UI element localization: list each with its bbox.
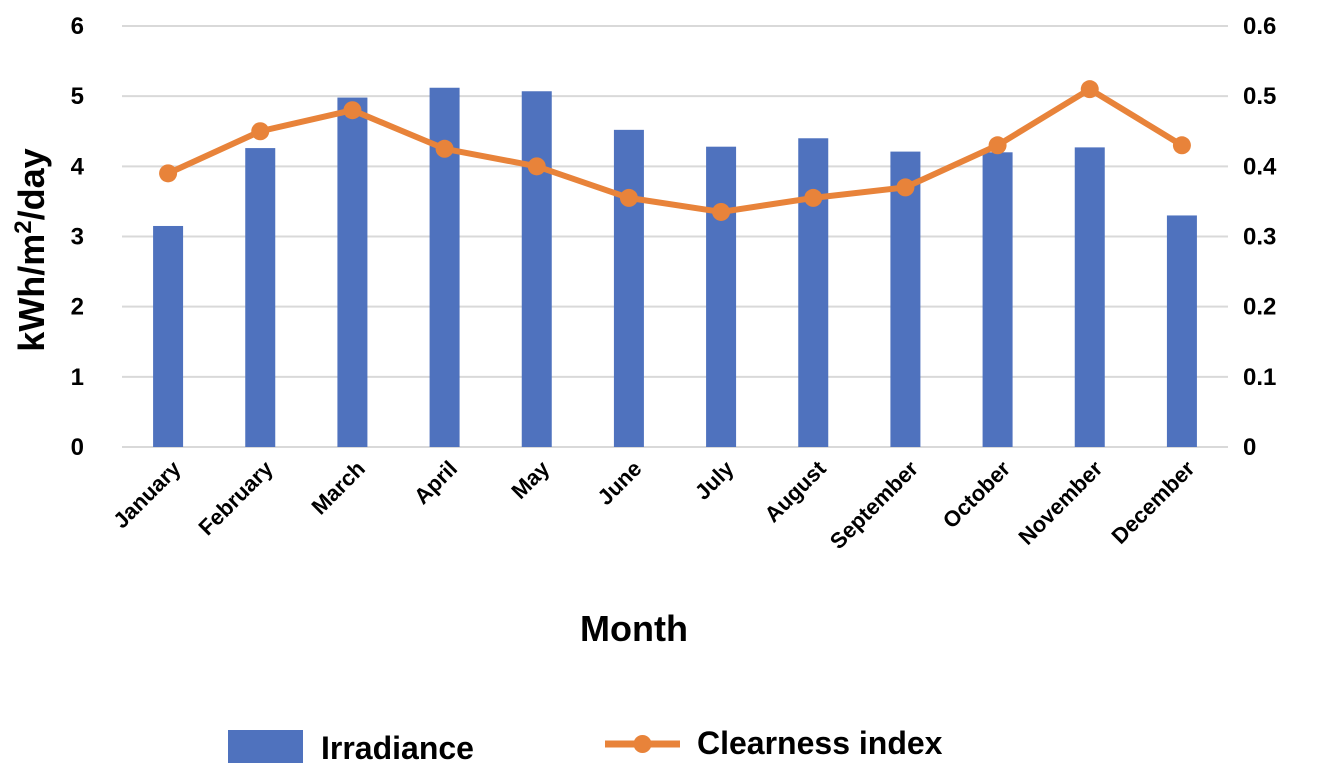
clearness-point-july	[712, 202, 731, 221]
y-tick-label: 1	[71, 364, 84, 391]
x-axis-title: Month	[580, 608, 688, 649]
legend-swatch-clearness-marker	[633, 735, 652, 753]
x-tick-label: June	[592, 456, 646, 510]
legend-label-irradiance: Irradiance	[321, 730, 474, 766]
clearness-point-january	[159, 164, 178, 183]
y-tick-label: 2	[71, 294, 84, 321]
y2-tick-label: 0.1	[1243, 364, 1276, 391]
legend-swatch-irradiance	[228, 730, 303, 763]
x-tick-label: December	[1107, 456, 1200, 549]
bar-september	[890, 151, 921, 447]
x-tick-label: February	[194, 455, 279, 540]
bar-june	[613, 129, 644, 447]
clearness-point-december	[1172, 136, 1191, 155]
x-tick-label: May	[506, 455, 554, 503]
bar-july	[706, 146, 737, 448]
x-tick-label: April	[409, 456, 462, 509]
bar-december	[1166, 215, 1197, 447]
y2-tick-label: 0.6	[1243, 13, 1276, 40]
clearness-point-may	[527, 157, 546, 176]
line-series	[159, 80, 1191, 221]
y2-tick-label: 0	[1243, 434, 1256, 461]
clearness-point-november	[1080, 80, 1099, 99]
x-tick-label: October	[938, 456, 1016, 534]
x-tick-label: July	[690, 455, 739, 504]
x-tick-label: March	[306, 456, 369, 519]
bar-february	[245, 148, 276, 447]
clearness-point-october	[988, 136, 1007, 155]
clearness-point-august	[804, 188, 823, 207]
tick-labels: 0 1 2 3 4 5 6 0 0.1 0.2 0.3 0.4 0.5 0.6	[71, 13, 1277, 461]
y-tick-label: 3	[71, 224, 84, 251]
legend-label-clearness-index: Clearness index	[697, 725, 943, 761]
y-tick-label: 6	[71, 13, 84, 40]
bar-series	[153, 87, 1197, 448]
category-labels: January February March April May June July Augu…	[108, 455, 1199, 554]
y-tick-label: 0	[71, 434, 84, 461]
y-axis-title: kWh/m2/day	[10, 148, 53, 351]
y2-tick-label: 0.2	[1243, 294, 1276, 321]
bar-january	[153, 225, 184, 447]
clearness-point-april	[435, 139, 454, 158]
bar-august	[798, 138, 829, 447]
y2-tick-label: 0.5	[1243, 83, 1276, 110]
x-tick-label: January	[108, 455, 186, 533]
clearness-point-september	[896, 178, 915, 197]
y2-tick-label: 0.3	[1243, 224, 1276, 251]
clearness-point-march	[343, 101, 362, 120]
x-tick-label: August	[760, 455, 832, 527]
legend: Irradiance Clearness index	[228, 725, 943, 766]
y2-tick-label: 0.4	[1243, 153, 1277, 180]
bar-november	[1074, 147, 1105, 447]
clearness-index-line	[165, 86, 1185, 215]
bar-march	[337, 97, 368, 447]
clearness-point-february	[251, 122, 270, 141]
clearness-point-june	[619, 188, 638, 207]
bar-october	[982, 152, 1013, 448]
y-tick-label: 4	[71, 153, 85, 180]
y-tick-label: 5	[71, 83, 84, 110]
bar-may	[521, 91, 552, 447]
x-tick-label: November	[1014, 456, 1108, 550]
gridlines	[122, 25, 1228, 448]
x-tick-label: September	[825, 456, 923, 554]
